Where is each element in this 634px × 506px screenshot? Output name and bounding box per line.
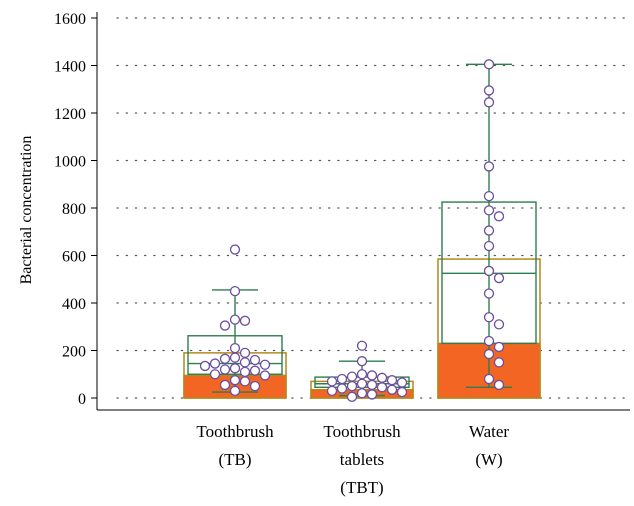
data-point [219,353,231,364]
category-labels: Toothbrush (TB) Toothbrush tablets (TBT) Wate… [196,422,509,497]
data-point [336,373,348,385]
y-tick-label: 1400 [54,59,86,76]
data-point [483,97,495,108]
data-point [483,85,495,96]
data-point [239,366,251,378]
data-point [366,389,378,400]
data-point [229,363,241,374]
y-tick-label: 800 [62,201,86,218]
data-point [229,375,241,386]
y-tick-label: 400 [62,296,86,313]
data-point [229,285,241,297]
data-point [229,385,241,397]
data-point [199,360,211,372]
data-point [326,385,338,397]
data-point [249,365,261,376]
data-point [259,359,271,370]
axes [91,12,630,411]
category-label: (W) [475,450,502,469]
data-point [493,272,505,284]
data-point [346,371,358,382]
data-point [396,377,408,388]
data-point [366,370,378,381]
data-point [219,379,231,391]
data-point [483,373,495,385]
data-point [386,375,398,386]
data-point [396,386,408,398]
y-tick-label: 600 [62,249,86,266]
data-point [259,370,271,381]
data-point [483,161,495,172]
data-point [483,312,495,323]
data-point [356,369,368,380]
category-label: Toothbrush [323,422,401,441]
data-point [483,205,495,216]
y-axis-label: Bacterial concentration [18,136,35,285]
y-tick-label: 200 [62,344,86,361]
data-point [483,190,495,202]
data-point [239,376,251,387]
data-point [249,354,261,366]
data-point [239,315,251,326]
data-point [483,240,495,252]
y-tick-label: 1200 [54,106,86,123]
data-point [356,340,368,351]
category-label: (TBT) [340,478,383,497]
y-tick-label: 1000 [54,154,86,171]
data-point [336,383,348,394]
data-point [483,288,495,299]
data-points [199,59,505,402]
category-label: tablets [340,450,384,469]
y-tick-labels: 0 200 400 600 800 1000 1200 1400 1600 [54,11,86,408]
data-point [239,347,251,359]
data-point [483,348,495,360]
data-point [356,356,368,367]
data-point [493,341,505,353]
data-point [483,335,495,347]
data-point [326,376,338,387]
data-point [483,59,495,70]
data-point [229,352,241,363]
data-point [493,319,505,330]
data-point [209,369,221,380]
data-point [493,357,505,368]
y-tick-label: 1600 [54,11,86,28]
data-point [229,314,241,325]
data-point [376,372,388,383]
category-label: Toothbrush [196,422,274,441]
data-point [346,380,358,392]
data-point [229,342,241,354]
data-point [386,384,398,395]
data-point [376,382,388,393]
data-point [219,320,231,331]
data-point [493,379,505,391]
category-label: (TB) [218,450,251,469]
data-point [249,380,261,392]
y-tick-label: 0 [78,391,86,408]
data-point [239,357,251,368]
category-label: Water [469,422,509,441]
data-point [366,379,378,391]
data-point [209,358,221,369]
grid-lines [116,17,631,399]
data-point [483,225,495,236]
data-point [219,364,231,375]
data-point [493,211,505,222]
data-point [346,391,358,402]
data-point [356,388,368,399]
data-point [229,244,241,255]
data-point [483,265,495,277]
data-point [356,378,368,389]
